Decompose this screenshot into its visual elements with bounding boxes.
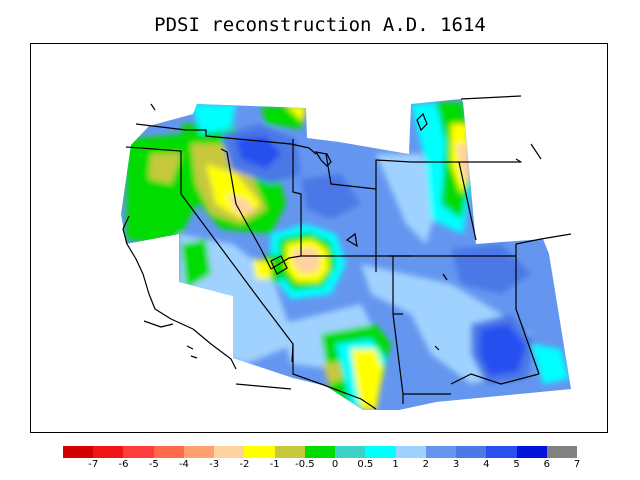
lakes-islands	[150, 103, 448, 359]
legend-swatch	[153, 446, 185, 458]
legend-swatch	[63, 446, 94, 458]
state-boundaries	[125, 95, 572, 410]
legend-tick-label: -2	[239, 459, 250, 470]
legend-tick-label: 4	[483, 459, 490, 470]
legend-swatch	[214, 446, 245, 458]
color-legend	[63, 446, 578, 458]
legend-swatch	[93, 446, 124, 458]
legend-swatch	[486, 446, 518, 458]
legend-swatch	[274, 446, 306, 458]
legend-swatch	[516, 446, 548, 458]
legend-tick-label: 6	[543, 459, 550, 470]
legend-tick-label: -6	[118, 459, 129, 470]
legend-tick-label: -0.5	[295, 459, 315, 470]
legend-tick-label: 0.5	[357, 459, 374, 470]
legend-tick-label: 2	[422, 459, 429, 470]
legend-swatch	[304, 446, 336, 458]
legend-tick-label: 0	[331, 459, 339, 470]
legend-swatch	[365, 446, 397, 458]
legend-tick-label: 3	[452, 459, 460, 470]
legend-swatch	[546, 446, 578, 458]
legend-swatch	[335, 446, 366, 458]
legend-tick-label: -3	[209, 459, 220, 470]
legend-tick-label: -7	[88, 459, 99, 470]
pdsi-map	[121, 95, 572, 410]
map-title: PDSI reconstruction A.D. 1614	[154, 14, 486, 36]
map-panel	[30, 43, 608, 433]
coastline	[122, 215, 237, 370]
legend-tick-label: 7	[573, 459, 581, 470]
legend-swatch	[123, 446, 155, 458]
legend-tick-label: -4	[178, 459, 189, 470]
legend-tick-label: -1	[269, 459, 280, 470]
legend-swatch	[425, 446, 457, 458]
pdsi-field	[121, 99, 571, 410]
legend-swatch	[456, 446, 487, 458]
legend-tick-label: 5	[513, 459, 520, 470]
legend-swatch	[244, 446, 276, 458]
legend-tick-label: 1	[392, 459, 399, 470]
legend-swatch	[183, 446, 215, 458]
legend-swatch	[395, 446, 427, 458]
legend-tick-label: -5	[148, 459, 159, 470]
